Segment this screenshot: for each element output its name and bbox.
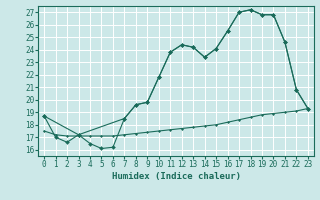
X-axis label: Humidex (Indice chaleur): Humidex (Indice chaleur)	[111, 172, 241, 181]
